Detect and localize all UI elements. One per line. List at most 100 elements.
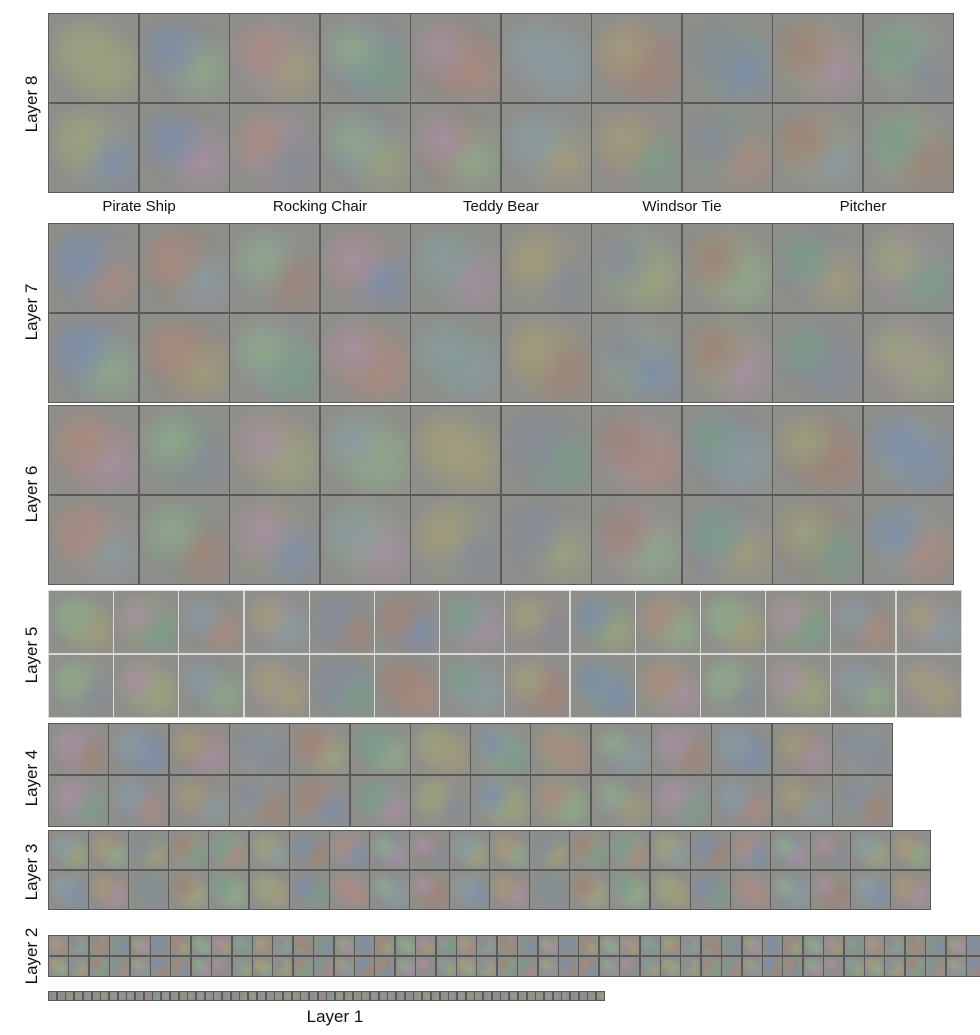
layer2-tile bbox=[721, 956, 743, 977]
layer2-tile bbox=[394, 935, 416, 956]
layer5-tile bbox=[504, 654, 571, 718]
layer1-tile bbox=[256, 991, 266, 1001]
layer2-tile bbox=[88, 935, 110, 956]
layer3-tile bbox=[489, 870, 531, 910]
layer4-tile bbox=[651, 775, 712, 827]
layer6-tile bbox=[591, 495, 682, 585]
layer2-tile bbox=[945, 935, 967, 956]
layer2-tile bbox=[802, 935, 824, 956]
class-label-pitcher: Pitcher bbox=[839, 198, 887, 215]
layer3-tile bbox=[609, 830, 651, 870]
layer8-tile bbox=[229, 13, 320, 103]
layer6-tile bbox=[48, 495, 139, 585]
layer1-tile bbox=[335, 991, 345, 1001]
layer5-tile bbox=[765, 590, 832, 654]
layer2-tile bbox=[292, 956, 314, 977]
layer2-tile bbox=[639, 935, 661, 956]
layer8-tile bbox=[138, 13, 230, 103]
layer7-tile bbox=[410, 223, 501, 313]
layer3-tile bbox=[529, 830, 571, 870]
layer1-tile bbox=[369, 991, 379, 1001]
layer4-tile bbox=[470, 775, 532, 827]
layer1-tile bbox=[396, 991, 405, 1001]
layer1-tile bbox=[65, 991, 75, 1001]
layer2-tile bbox=[435, 935, 457, 956]
layer5-tile bbox=[634, 590, 701, 654]
layer3-tile bbox=[288, 830, 330, 870]
layer8-tile bbox=[500, 103, 592, 193]
layer1-tile bbox=[448, 991, 458, 1001]
layer2-tile bbox=[170, 956, 192, 977]
layer2-tile bbox=[252, 956, 273, 977]
layer2-tile bbox=[782, 956, 804, 977]
layer3-tile bbox=[769, 830, 811, 870]
layer1-tile bbox=[404, 991, 414, 1001]
layer6-tile bbox=[229, 495, 320, 585]
layer2-tile bbox=[415, 935, 437, 956]
layer6-tile bbox=[229, 405, 320, 495]
layer1-tile bbox=[195, 991, 205, 1001]
layer2-tile bbox=[680, 956, 702, 977]
layer8-tile bbox=[591, 13, 682, 103]
layer3-tile bbox=[649, 870, 691, 910]
layer4-tile bbox=[590, 723, 652, 775]
layer5-tile bbox=[700, 654, 766, 718]
layer6-tile bbox=[772, 405, 863, 495]
layer5-tile bbox=[113, 590, 180, 654]
layer1-tile bbox=[352, 991, 362, 1001]
layer1-tile bbox=[300, 991, 310, 1001]
layer8-tile bbox=[319, 103, 411, 193]
layer5-tile bbox=[830, 590, 897, 654]
layer2-tile bbox=[129, 935, 151, 956]
class-label-rocking-chair: Rocking Chair bbox=[272, 198, 368, 215]
layer5-tile bbox=[569, 654, 636, 718]
layer2-tile bbox=[782, 935, 804, 956]
layer2-tile bbox=[292, 935, 314, 956]
layer4-tile bbox=[409, 723, 471, 775]
layer1-tile bbox=[439, 991, 449, 1001]
layer2-tile bbox=[109, 956, 131, 977]
layer1-label: Layer 1 bbox=[306, 1007, 364, 1026]
layer2-tile bbox=[945, 956, 967, 977]
layer2-tile bbox=[190, 956, 212, 977]
layer3-tile bbox=[48, 830, 89, 870]
layer6-tile bbox=[591, 405, 682, 495]
layer2-tile bbox=[741, 956, 763, 977]
layer2-tile bbox=[660, 935, 681, 956]
layer2-tile bbox=[762, 956, 783, 977]
layer3-tile bbox=[88, 830, 130, 870]
layer4-tile bbox=[831, 775, 893, 827]
layer1-tile bbox=[143, 991, 153, 1001]
class-label-teddy-bear: Teddy Bear bbox=[463, 198, 539, 215]
layer2-tile bbox=[48, 935, 69, 956]
layer2-tile bbox=[619, 956, 641, 977]
layer7-tile bbox=[591, 223, 682, 313]
layer1-tile bbox=[56, 991, 66, 1001]
layer4-tile bbox=[48, 723, 109, 775]
layer5-tile bbox=[895, 590, 962, 654]
layer7-tile bbox=[319, 313, 411, 403]
layer1-tile bbox=[474, 991, 484, 1001]
layer4-tile bbox=[590, 775, 652, 827]
layer3-tile bbox=[408, 870, 450, 910]
layer2-tile bbox=[843, 956, 865, 977]
layer4-tile bbox=[771, 723, 833, 775]
layer1-tile bbox=[291, 991, 301, 1001]
layer2-tile bbox=[537, 935, 559, 956]
layer1-tile bbox=[561, 991, 571, 1001]
layer2-tile bbox=[354, 935, 375, 956]
layer1-tile bbox=[204, 991, 214, 1001]
layer2-tile bbox=[598, 935, 620, 956]
layer5-tile bbox=[178, 654, 245, 718]
layer1-tile bbox=[326, 991, 336, 1001]
layer3-tile bbox=[689, 870, 731, 910]
layer3-tile bbox=[850, 830, 891, 870]
layer5-tile bbox=[439, 590, 506, 654]
layer1-tile bbox=[161, 991, 171, 1001]
layer1-tile bbox=[500, 991, 510, 1001]
layer1-tile bbox=[91, 991, 101, 1001]
layer1-tile bbox=[587, 991, 597, 1001]
layer3-tile bbox=[288, 870, 330, 910]
layer8-tile bbox=[410, 13, 501, 103]
layer4-tile bbox=[711, 775, 773, 827]
